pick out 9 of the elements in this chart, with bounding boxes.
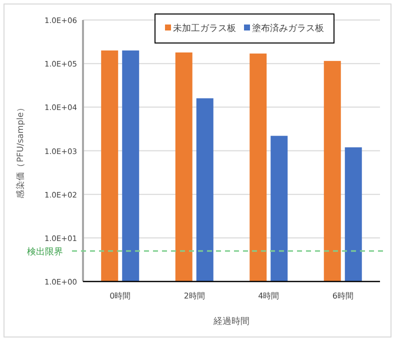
x-axis-title: 経過時間 [212, 316, 250, 327]
x-tick-label: 6時間 [332, 292, 354, 300]
ref-line-label: 検出限界 [27, 246, 63, 258]
legend-label: 塗布済みガラス板 [252, 23, 324, 34]
x-tick-label: 0時間 [110, 292, 131, 300]
legend-label: 未加工ガラス板 [173, 23, 236, 34]
x-tick-label: 4時間 [258, 292, 280, 300]
x-tick-label: 2時間 [184, 292, 205, 300]
y-axis-title: 感染価（PFU/sample） [15, 103, 26, 198]
